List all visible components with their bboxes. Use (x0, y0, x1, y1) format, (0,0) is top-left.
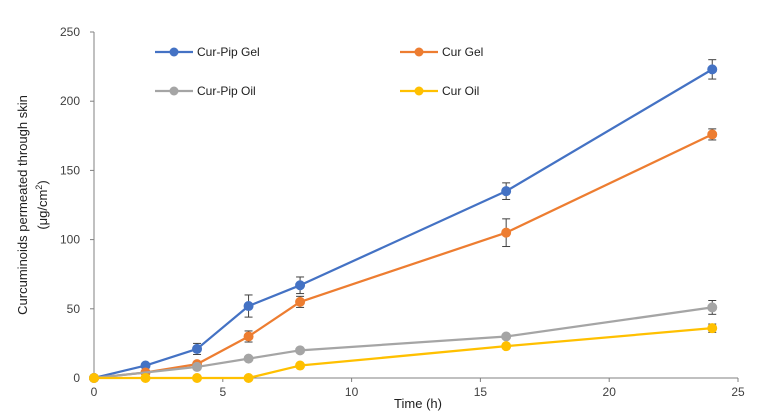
y-axis-title-line1: Curcuminoids permeated through skin (15, 95, 30, 315)
data-point (295, 296, 306, 307)
data-point (295, 345, 306, 356)
data-point (707, 302, 718, 313)
x-tick-labels: 0 5 10 15 20 25 (91, 378, 745, 399)
data-point (89, 373, 99, 383)
legend-item: Cur Gel (400, 45, 483, 59)
y-tick-label: 250 (60, 25, 80, 39)
y-axis-unit-prefix: (μg/cm (35, 190, 50, 230)
y-tick-label: 100 (60, 233, 80, 247)
data-point (707, 129, 718, 140)
series-cur-pip-oil (89, 299, 718, 383)
data-point (295, 360, 306, 371)
series-cur-oil (89, 323, 718, 383)
data-point (243, 331, 254, 342)
x-tick-label: 0 (91, 385, 98, 399)
data-point (501, 186, 512, 197)
y-tick-label: 0 (73, 371, 80, 385)
y-tick-label: 150 (60, 163, 80, 177)
legend-marker (169, 47, 179, 57)
legend-label: Cur Oil (442, 84, 479, 98)
data-point (501, 331, 512, 342)
legend-marker (414, 86, 424, 96)
series-line (93, 306, 713, 380)
y-tick-labels: 0 50 100 150 200 250 (60, 25, 94, 385)
series-layer (89, 59, 718, 383)
data-point (243, 373, 254, 383)
legend: Cur-Pip Gel Cur Gel Cur-Pip Oil Cur Oil (155, 45, 483, 98)
y-tick-label: 200 (60, 94, 80, 108)
y-axis-unit-suffix: ) (35, 180, 50, 184)
x-tick-label: 20 (603, 385, 617, 399)
data-point (295, 280, 306, 291)
x-tick-label: 10 (345, 385, 359, 399)
data-point (192, 373, 203, 383)
legend-item: Cur-Pip Gel (155, 45, 260, 59)
data-point (707, 64, 718, 75)
legend-label: Cur-Pip Gel (197, 45, 260, 59)
data-point (243, 353, 254, 364)
data-point (501, 341, 512, 352)
data-point (140, 373, 151, 383)
x-axis-title: Time (h) (394, 396, 442, 411)
legend-label: Cur-Pip Oil (197, 84, 256, 98)
legend-item: Cur Oil (400, 84, 479, 98)
legend-marker (414, 47, 424, 57)
x-tick-label: 25 (731, 385, 745, 399)
y-axis-title-line2: (μg/cm2) (34, 180, 50, 229)
data-point (501, 227, 512, 238)
data-point (192, 361, 203, 372)
legend-label: Cur Gel (442, 45, 483, 59)
legend-marker (169, 86, 179, 96)
legend-item: Cur-Pip Oil (155, 84, 256, 98)
data-point (192, 343, 203, 354)
y-axis-unit-superscript: 2 (34, 185, 44, 190)
data-point (707, 323, 718, 334)
x-tick-label: 15 (474, 385, 488, 399)
y-tick-label: 50 (67, 302, 81, 316)
x-tick-label: 5 (219, 385, 226, 399)
data-point (243, 301, 254, 312)
